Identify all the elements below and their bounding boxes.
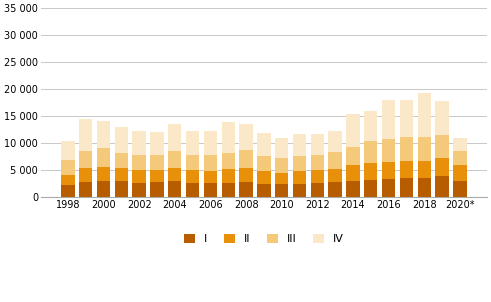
Bar [61, 159, 75, 175]
Bar [204, 131, 217, 155]
Bar [133, 155, 146, 170]
Bar [275, 158, 288, 172]
Bar [168, 168, 182, 181]
Bar [79, 119, 92, 151]
Bar [311, 134, 324, 155]
Bar [186, 183, 199, 198]
Bar [79, 151, 92, 168]
Bar [346, 146, 360, 165]
Bar [382, 139, 395, 162]
Bar [61, 185, 75, 198]
Bar [240, 182, 253, 198]
Bar [97, 148, 110, 167]
Bar [61, 141, 75, 159]
Bar [221, 153, 235, 169]
Bar [436, 158, 449, 176]
Bar [240, 124, 253, 150]
Bar [453, 181, 466, 198]
Bar [168, 181, 182, 198]
Bar [417, 178, 431, 198]
Bar [293, 184, 306, 198]
Bar [168, 151, 182, 168]
Bar [364, 163, 378, 180]
Bar [453, 165, 466, 181]
Bar [150, 132, 164, 155]
Bar [240, 150, 253, 168]
Bar [79, 182, 92, 198]
Bar [186, 155, 199, 170]
Bar [364, 111, 378, 141]
Bar [328, 169, 342, 182]
Bar [382, 100, 395, 139]
Bar [204, 183, 217, 198]
Bar [311, 183, 324, 198]
Bar [400, 100, 413, 137]
Bar [115, 168, 128, 181]
Bar [275, 138, 288, 158]
Bar [150, 155, 164, 170]
Bar [97, 167, 110, 181]
Bar [133, 183, 146, 198]
Bar [115, 127, 128, 153]
Bar [453, 138, 466, 151]
Bar [204, 155, 217, 171]
Bar [311, 155, 324, 170]
Bar [328, 182, 342, 198]
Bar [61, 175, 75, 185]
Bar [436, 101, 449, 135]
Bar [346, 114, 360, 146]
Bar [133, 131, 146, 155]
Bar [186, 170, 199, 183]
Bar [293, 156, 306, 171]
Bar [400, 161, 413, 178]
Bar [115, 181, 128, 198]
Bar [311, 170, 324, 183]
Bar [240, 168, 253, 182]
Legend: I, II, III, IV: I, II, III, IV [179, 229, 349, 249]
Bar [364, 141, 378, 163]
Bar [97, 181, 110, 198]
Bar [382, 162, 395, 179]
Bar [221, 183, 235, 198]
Bar [436, 176, 449, 198]
Bar [257, 133, 271, 156]
Bar [453, 151, 466, 165]
Bar [328, 152, 342, 169]
Bar [346, 181, 360, 198]
Bar [204, 171, 217, 183]
Bar [400, 178, 413, 198]
Bar [436, 135, 449, 158]
Bar [328, 131, 342, 152]
Bar [417, 92, 431, 137]
Bar [275, 172, 288, 185]
Bar [417, 137, 431, 161]
Bar [293, 171, 306, 184]
Bar [168, 124, 182, 151]
Bar [150, 182, 164, 198]
Bar [275, 185, 288, 198]
Bar [417, 161, 431, 178]
Bar [133, 170, 146, 183]
Bar [382, 179, 395, 198]
Bar [257, 172, 271, 184]
Bar [346, 165, 360, 181]
Bar [115, 153, 128, 168]
Bar [150, 170, 164, 182]
Bar [293, 133, 306, 156]
Bar [97, 120, 110, 148]
Bar [257, 184, 271, 198]
Bar [364, 180, 378, 198]
Bar [221, 122, 235, 153]
Bar [257, 156, 271, 172]
Bar [186, 131, 199, 155]
Bar [400, 137, 413, 161]
Bar [221, 169, 235, 183]
Bar [79, 168, 92, 182]
